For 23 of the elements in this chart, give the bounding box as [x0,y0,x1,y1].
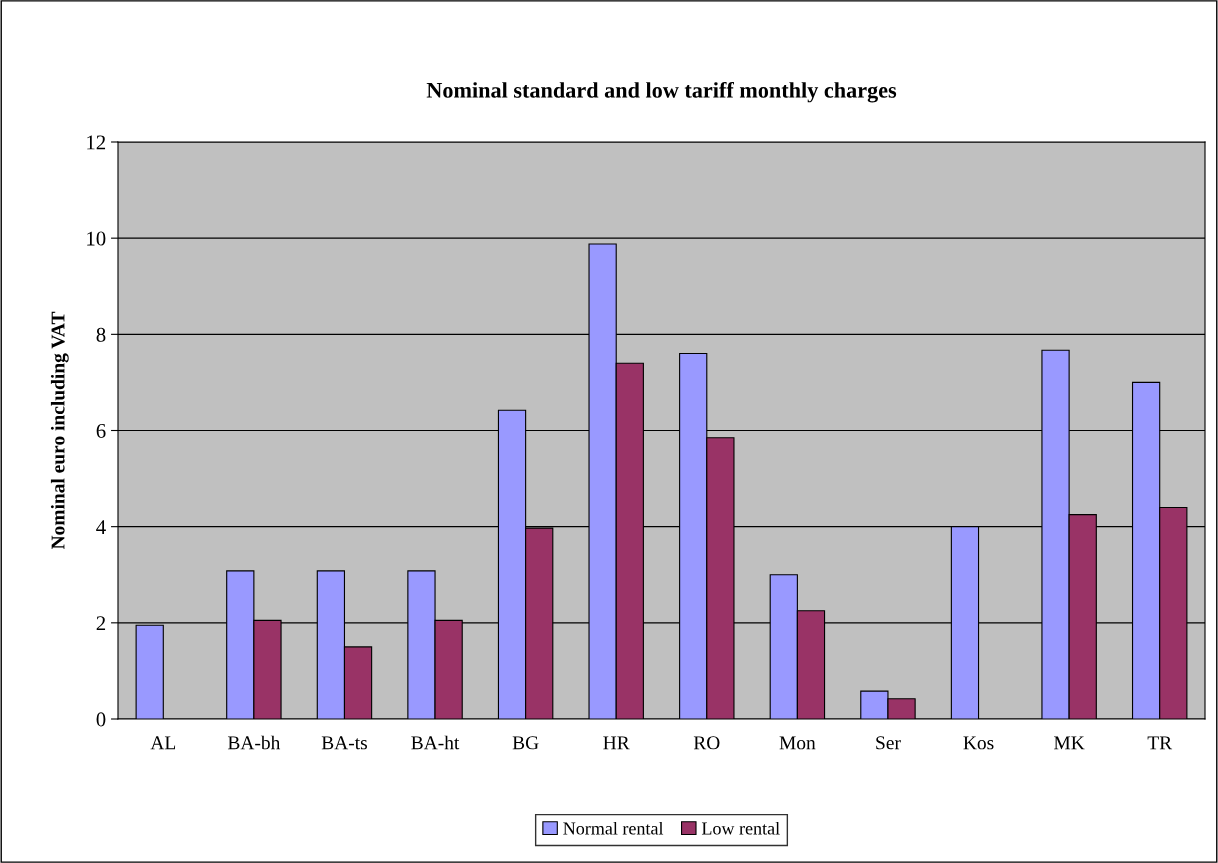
x-tick-label: AL [150,736,176,750]
x-tick-label: Kos [963,736,994,750]
chart-title: Nominal standard and low tariff monthly charges [426,81,897,103]
y-tick-label: 4 [96,520,106,534]
x-tick-label: MK [1054,736,1085,750]
x-tick-label: HR [603,736,630,750]
x-tick-label: BA-ts [321,736,367,750]
y-tick-label: 10 [87,231,106,246]
x-tick-label: Ser [876,736,901,750]
x-tick-label: TR [1147,736,1173,750]
legend-label: Low rental [701,821,780,835]
x-tick-label: Mon [779,736,816,750]
x-tick-label: RO [693,736,720,750]
y-tick-label: 8 [96,327,106,342]
x-tick-label: BA-bh [227,735,281,750]
y-tick-label: 12 [87,135,106,150]
x-tick-label: BG [512,736,539,750]
y-tick-label: 6 [96,423,106,438]
x-tick-label: BA-ht [411,735,460,750]
y-axis-title: Nominal euro including VAT [50,311,69,550]
y-tick-label: 0 [96,712,106,727]
legend-label: Normal rental [563,821,664,835]
y-tick-label: 2 [96,616,106,631]
